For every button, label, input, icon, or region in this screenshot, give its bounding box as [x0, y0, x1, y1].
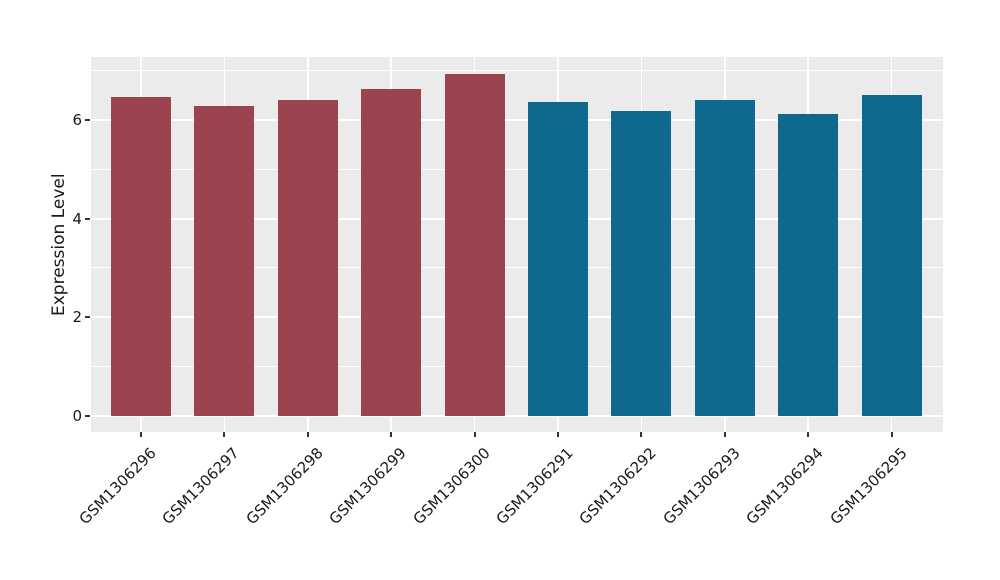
x-tick-mark: [223, 432, 226, 437]
y-tick-mark: [85, 217, 90, 220]
x-tick-label-GSM1306299: GSM1306299: [325, 444, 410, 529]
bar-GSM1306299: [361, 89, 422, 416]
y-tick-label: 0: [72, 406, 82, 425]
x-tick-mark: [557, 432, 559, 437]
y-tick-label: 4: [72, 209, 82, 228]
x-tick-label-GSM1306300: GSM1306300: [409, 444, 494, 529]
major-gridline: [91, 414, 943, 417]
x-tick-label-GSM1306297: GSM1306297: [159, 444, 244, 529]
minor-gridline: [91, 168, 943, 170]
bar-GSM1306300: [444, 74, 505, 416]
minor-gridline: [91, 365, 943, 367]
x-tick-mark: [890, 432, 893, 437]
y-tick-mark: [85, 316, 90, 319]
bar-GSM1306292: [611, 111, 672, 416]
y-tick-mark: [85, 414, 90, 417]
bar-GSM1306294: [778, 113, 839, 416]
y-tick-label: 6: [72, 111, 82, 130]
x-tick-label-GSM1306292: GSM1306292: [576, 444, 661, 529]
x-tick-label-GSM1306296: GSM1306296: [75, 444, 160, 529]
x-tick-mark: [640, 432, 643, 437]
x-tick-mark: [473, 432, 476, 437]
plot-panel: [91, 57, 943, 432]
x-tick-mark: [807, 432, 810, 437]
major-gridline: [91, 119, 943, 122]
bar-GSM1306291: [528, 102, 588, 416]
minor-gridline: [91, 267, 943, 269]
bar-GSM1306293: [694, 99, 755, 416]
bar-GSM1306298: [277, 99, 338, 416]
y-tick-mark: [85, 119, 90, 122]
x-tick-mark: [306, 432, 309, 437]
x-tick-label-GSM1306295: GSM1306295: [826, 444, 911, 529]
bar-GSM1306297: [194, 106, 255, 416]
major-gridline: [91, 217, 943, 220]
x-tick-label-GSM1306294: GSM1306294: [742, 444, 827, 529]
bar-GSM1306295: [861, 94, 922, 416]
bar-GSM1306296: [111, 97, 171, 416]
y-tick-label: 2: [72, 308, 82, 327]
x-tick-label-GSM1306293: GSM1306293: [659, 444, 744, 529]
x-tick-label-GSM1306298: GSM1306298: [242, 444, 327, 529]
x-tick-label-GSM1306291: GSM1306291: [492, 444, 577, 529]
x-tick-mark: [390, 432, 393, 437]
x-tick-mark: [723, 432, 726, 437]
x-tick-mark: [140, 432, 142, 437]
major-gridline: [91, 316, 943, 319]
minor-gridline: [91, 70, 943, 72]
